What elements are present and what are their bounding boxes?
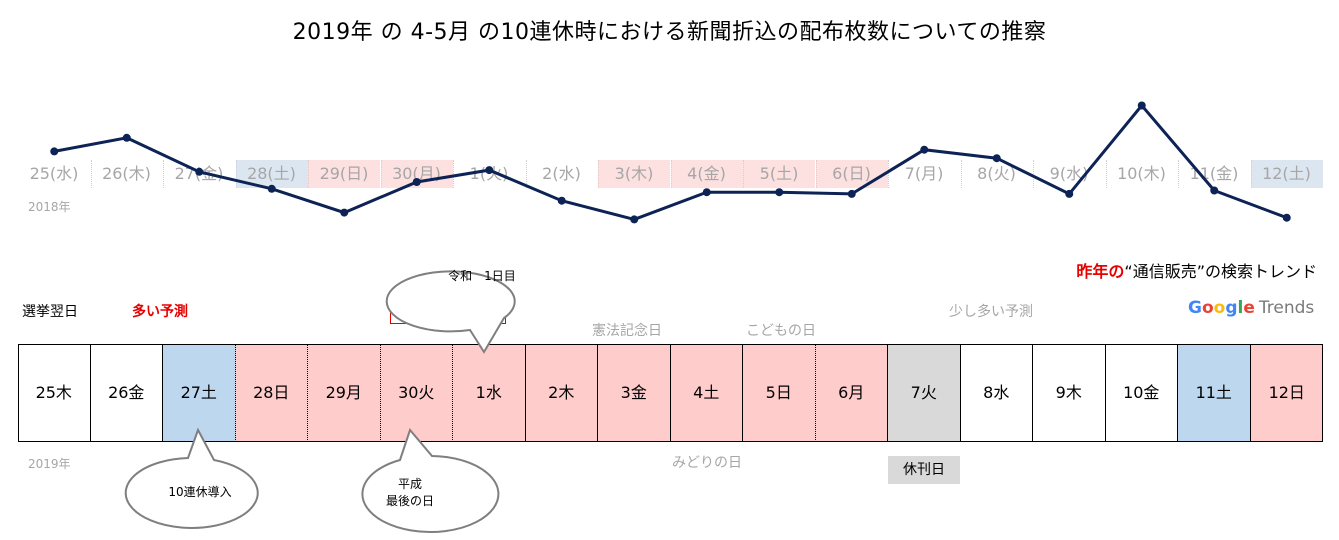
x-tick-label: 26(木) <box>102 164 151 183</box>
label-sukoshi-right: 少し多い予測 <box>949 304 1033 320</box>
calendar-day: 8水 <box>960 344 1033 442</box>
x-tick-separator <box>598 160 599 188</box>
x-tick-label: 10(木) <box>1117 164 1166 183</box>
x-tick-label: 8(火) <box>977 164 1016 183</box>
label-kenpo: 憲法記念日 <box>592 323 662 339</box>
x-tick-separator <box>670 160 672 188</box>
calendar-day: 4土 <box>670 344 743 442</box>
google-letter: g <box>1225 298 1238 318</box>
x-tick-separator <box>1178 160 1179 188</box>
x-tick-separator <box>1105 160 1107 188</box>
x-tick-label: 5(土) <box>743 160 815 188</box>
calendar-day: 6月 <box>815 344 888 442</box>
calendar-day: 10金 <box>1105 344 1178 442</box>
data-point <box>195 167 204 176</box>
label-kyukan: 休刊日 <box>888 456 960 484</box>
data-point <box>122 133 131 142</box>
x-tick-label: 2(水) <box>542 164 581 183</box>
data-point <box>485 166 494 175</box>
label-kodomo: こどもの日 <box>746 323 816 339</box>
legend-prefix: 昨年の <box>1076 262 1125 281</box>
x-tick-separator <box>308 160 309 188</box>
calendar-day: 1水 <box>453 344 526 442</box>
year-label-2018: 2018年 <box>28 200 71 214</box>
bubble-heisei-line2: 最後の日 <box>385 494 434 508</box>
calendar-day: 2木 <box>525 344 598 442</box>
bubble-renkyu-text: 10連休導入 <box>168 485 232 499</box>
data-point <box>702 188 711 197</box>
calendar-day: 5日 <box>743 344 816 442</box>
data-point <box>557 196 566 205</box>
x-tick-label: 9(水) <box>1049 164 1089 183</box>
calendar-day: 3金 <box>598 344 671 442</box>
x-tick-label: 25(水) <box>29 164 79 183</box>
chart-title: 2019年 の 4-5月 の10連休時における新聞折込の配布枚数についての推察 <box>292 20 1047 45</box>
data-point <box>267 184 276 193</box>
calendar-day: 27土 <box>163 344 236 442</box>
google-letter: l <box>1237 298 1244 318</box>
year-label-2019: 2019年 <box>28 457 71 471</box>
legend-rest: “通信販売”の検索トレンド <box>1124 262 1317 281</box>
calendar-day: 28日 <box>235 344 308 442</box>
x-tick-separator <box>1033 160 1034 188</box>
data-point <box>1137 101 1146 110</box>
x-tick-separator <box>453 160 454 188</box>
bubble-heisei-text: 平成 最後の日 <box>368 476 452 510</box>
x-tick-label: 12(土) <box>1250 160 1323 188</box>
x-tick-separator <box>815 160 817 188</box>
google-letter: G <box>1188 298 1202 318</box>
label-ooi-yosoku: 多い予測 <box>132 304 188 320</box>
data-point <box>847 189 856 198</box>
calendar-day: 11土 <box>1178 344 1251 442</box>
data-point <box>340 208 349 217</box>
label-senkyo: 選挙翌日 <box>22 304 78 320</box>
bubble-reiwa-text: 令和 1日目 <box>448 269 516 283</box>
google-letter: o <box>1213 298 1226 318</box>
x-tick-separator <box>1250 160 1252 188</box>
x-tick-label: 3(木) <box>598 160 670 188</box>
data-point <box>50 147 59 156</box>
x-tick-label: 11(金) <box>1189 164 1239 183</box>
calendar-day: 9木 <box>1033 344 1106 442</box>
x-tick-separator <box>743 160 744 188</box>
google-letter: e <box>1243 298 1255 318</box>
x-tick-separator <box>960 160 962 188</box>
label-sukoshi-box: 少し多い予測 <box>390 294 506 324</box>
x-tick-separator <box>380 160 382 188</box>
google-trends-logo: Google Trends <box>1188 298 1314 318</box>
trends-wordmark: Trends <box>1258 298 1315 318</box>
calendar-day: 30火 <box>380 344 453 442</box>
calendar-day: 26金 <box>90 344 163 442</box>
calendar-day: 12日 <box>1250 344 1323 442</box>
bubble-heisei-line1: 平成 <box>397 477 422 491</box>
x-tick-label: 28(土) <box>235 160 308 188</box>
x-tick-separator <box>525 160 527 188</box>
data-point <box>1210 186 1219 195</box>
x-tick-separator <box>163 160 164 188</box>
x-tick-separator <box>235 160 237 188</box>
data-point <box>630 215 639 224</box>
data-point <box>1065 189 1074 198</box>
x-tick-label: 29(日) <box>308 160 380 188</box>
google-letter: o <box>1201 298 1214 318</box>
calendar-day: 29月 <box>308 344 381 442</box>
x-tick-label: 6(日) <box>815 160 888 188</box>
data-point <box>412 178 421 186</box>
series-line <box>53 103 1288 221</box>
data-point <box>775 188 784 197</box>
google-wordmark: Google <box>1188 298 1255 318</box>
label-midori: みどりの日 <box>672 455 742 471</box>
x-tick-label: 4(金) <box>670 160 743 188</box>
calendar-2019: 25木 26金 27土 28日 29月 30火 1水 2木 3金 4土 5日 6月 7火 8水 9木 10金 1… <box>18 344 1323 442</box>
data-point <box>1282 213 1291 222</box>
data-point <box>920 145 929 154</box>
calendar-day: 7火 <box>888 344 961 442</box>
x-tick-separator <box>888 160 889 188</box>
x-tick-label: 7(月) <box>904 164 944 183</box>
legend-trend: 昨年の“通信販売”の検索トレンド <box>1076 258 1317 282</box>
calendar-day: 25木 <box>18 344 91 442</box>
x-tick-separator <box>90 160 92 188</box>
data-point <box>992 154 1001 163</box>
